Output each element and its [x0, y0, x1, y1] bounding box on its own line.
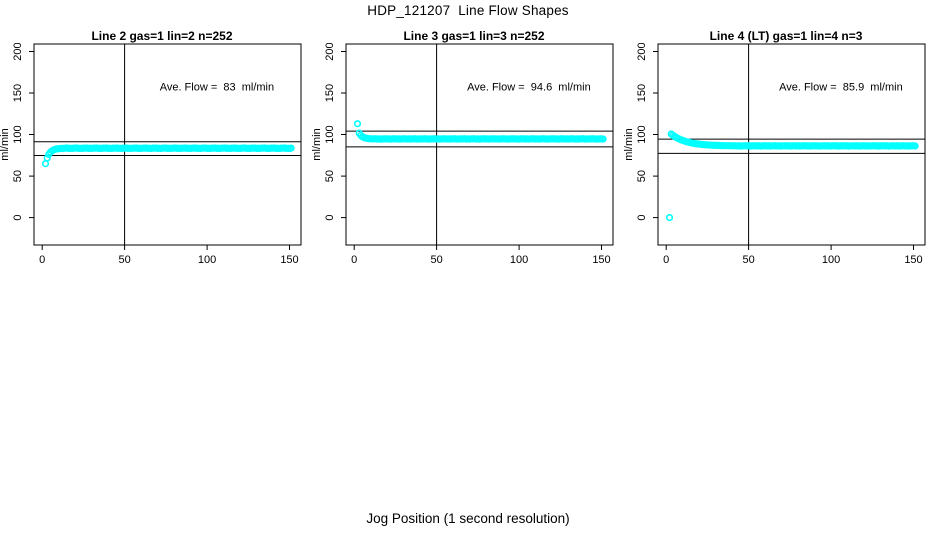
y-tick-label: 0: [324, 215, 336, 221]
plot-line2: 0 50 100 150 0 50 100 150 200 ml/min Ave. Flow = 8…: [0, 43, 302, 266]
y-tick-label: 200: [324, 43, 336, 61]
panel-line4: Line 4 (LT) gas=1 lin=4 n=3 0 50 100 150 0 50…: [624, 26, 936, 282]
panel-line2: Line 2 gas=1 lin=2 n=252 0 50 100 150 0 50 100…: [0, 26, 312, 282]
panel-line2-title: Line 2 gas=1 lin=2 n=252: [91, 29, 233, 43]
ave-flow-annotation: Ave. Flow = 94.6 ml/min: [467, 82, 591, 94]
ave-flow-annotation: Ave. Flow = 83 ml/min: [160, 82, 274, 94]
y-axis-label: ml/min: [0, 128, 11, 160]
data-point: [287, 144, 295, 152]
plot-frame: [33, 43, 302, 246]
data-point: [353, 120, 362, 128]
figure-title: HDP_121207 Line Flow Shapes: [367, 3, 569, 18]
y-tick-label: 100: [324, 125, 336, 143]
y-tick-label: 0: [636, 215, 648, 221]
plot-frame: [657, 43, 926, 246]
y-tick-label: 100: [636, 125, 648, 143]
y-axis-label: ml/min: [312, 128, 323, 160]
plot-frame: [345, 43, 614, 246]
panel-line3-title: Line 3 gas=1 lin=3 n=252: [403, 29, 545, 43]
x-tick-label: 100: [198, 254, 216, 266]
y-tick-label: 150: [12, 84, 24, 102]
x-axis-label: Jog Position (1 second resolution): [366, 511, 570, 526]
ave-flow-annotation: Ave. Flow = 85.9 ml/min: [779, 82, 903, 94]
data-points: [41, 144, 295, 168]
data-points: [353, 120, 607, 143]
x-tick-label: 150: [592, 254, 610, 266]
data-point: [665, 214, 674, 222]
y-tick-label: 150: [324, 84, 336, 102]
x-tick-label: 50: [742, 254, 754, 266]
panel-line4-title: Line 4 (LT) gas=1 lin=4 n=3: [709, 29, 863, 43]
x-tick-label: 0: [39, 254, 45, 266]
y-axis-label: ml/min: [624, 128, 635, 160]
plot-line4: 0 50 100 150 0 50 100 150 200 ml/min Ave. Flow = 8…: [624, 43, 926, 266]
y-tick-label: 50: [636, 170, 648, 182]
x-tick-label: 0: [351, 254, 357, 266]
x-tick-label: 100: [510, 254, 528, 266]
y-tick-label: 150: [636, 84, 648, 102]
x-tick-label: 150: [280, 254, 298, 266]
x-tick-label: 50: [430, 254, 442, 266]
panel-line3: Line 3 gas=1 lin=3 n=252 0 50 100 150 0 50 100…: [312, 26, 624, 282]
y-tick-label: 200: [12, 43, 24, 61]
y-tick-label: 200: [636, 43, 648, 61]
data-point: [41, 159, 50, 168]
y-tick-label: 100: [12, 125, 24, 143]
data-point: [43, 154, 51, 162]
x-tick-label: 100: [822, 254, 840, 266]
y-tick-label: 50: [12, 170, 24, 182]
data-point: [911, 142, 919, 150]
y-tick-label: 50: [324, 170, 336, 182]
y-tick-label: 0: [12, 215, 24, 221]
plot-line3: 0 50 100 150 0 50 100 150 200 ml/min Ave. Flow = 9…: [312, 43, 614, 266]
data-points: [665, 130, 919, 222]
x-tick-label: 150: [904, 254, 922, 266]
x-tick-label: 50: [118, 254, 130, 266]
x-tick-label: 0: [663, 254, 669, 266]
data-point: [599, 135, 607, 143]
